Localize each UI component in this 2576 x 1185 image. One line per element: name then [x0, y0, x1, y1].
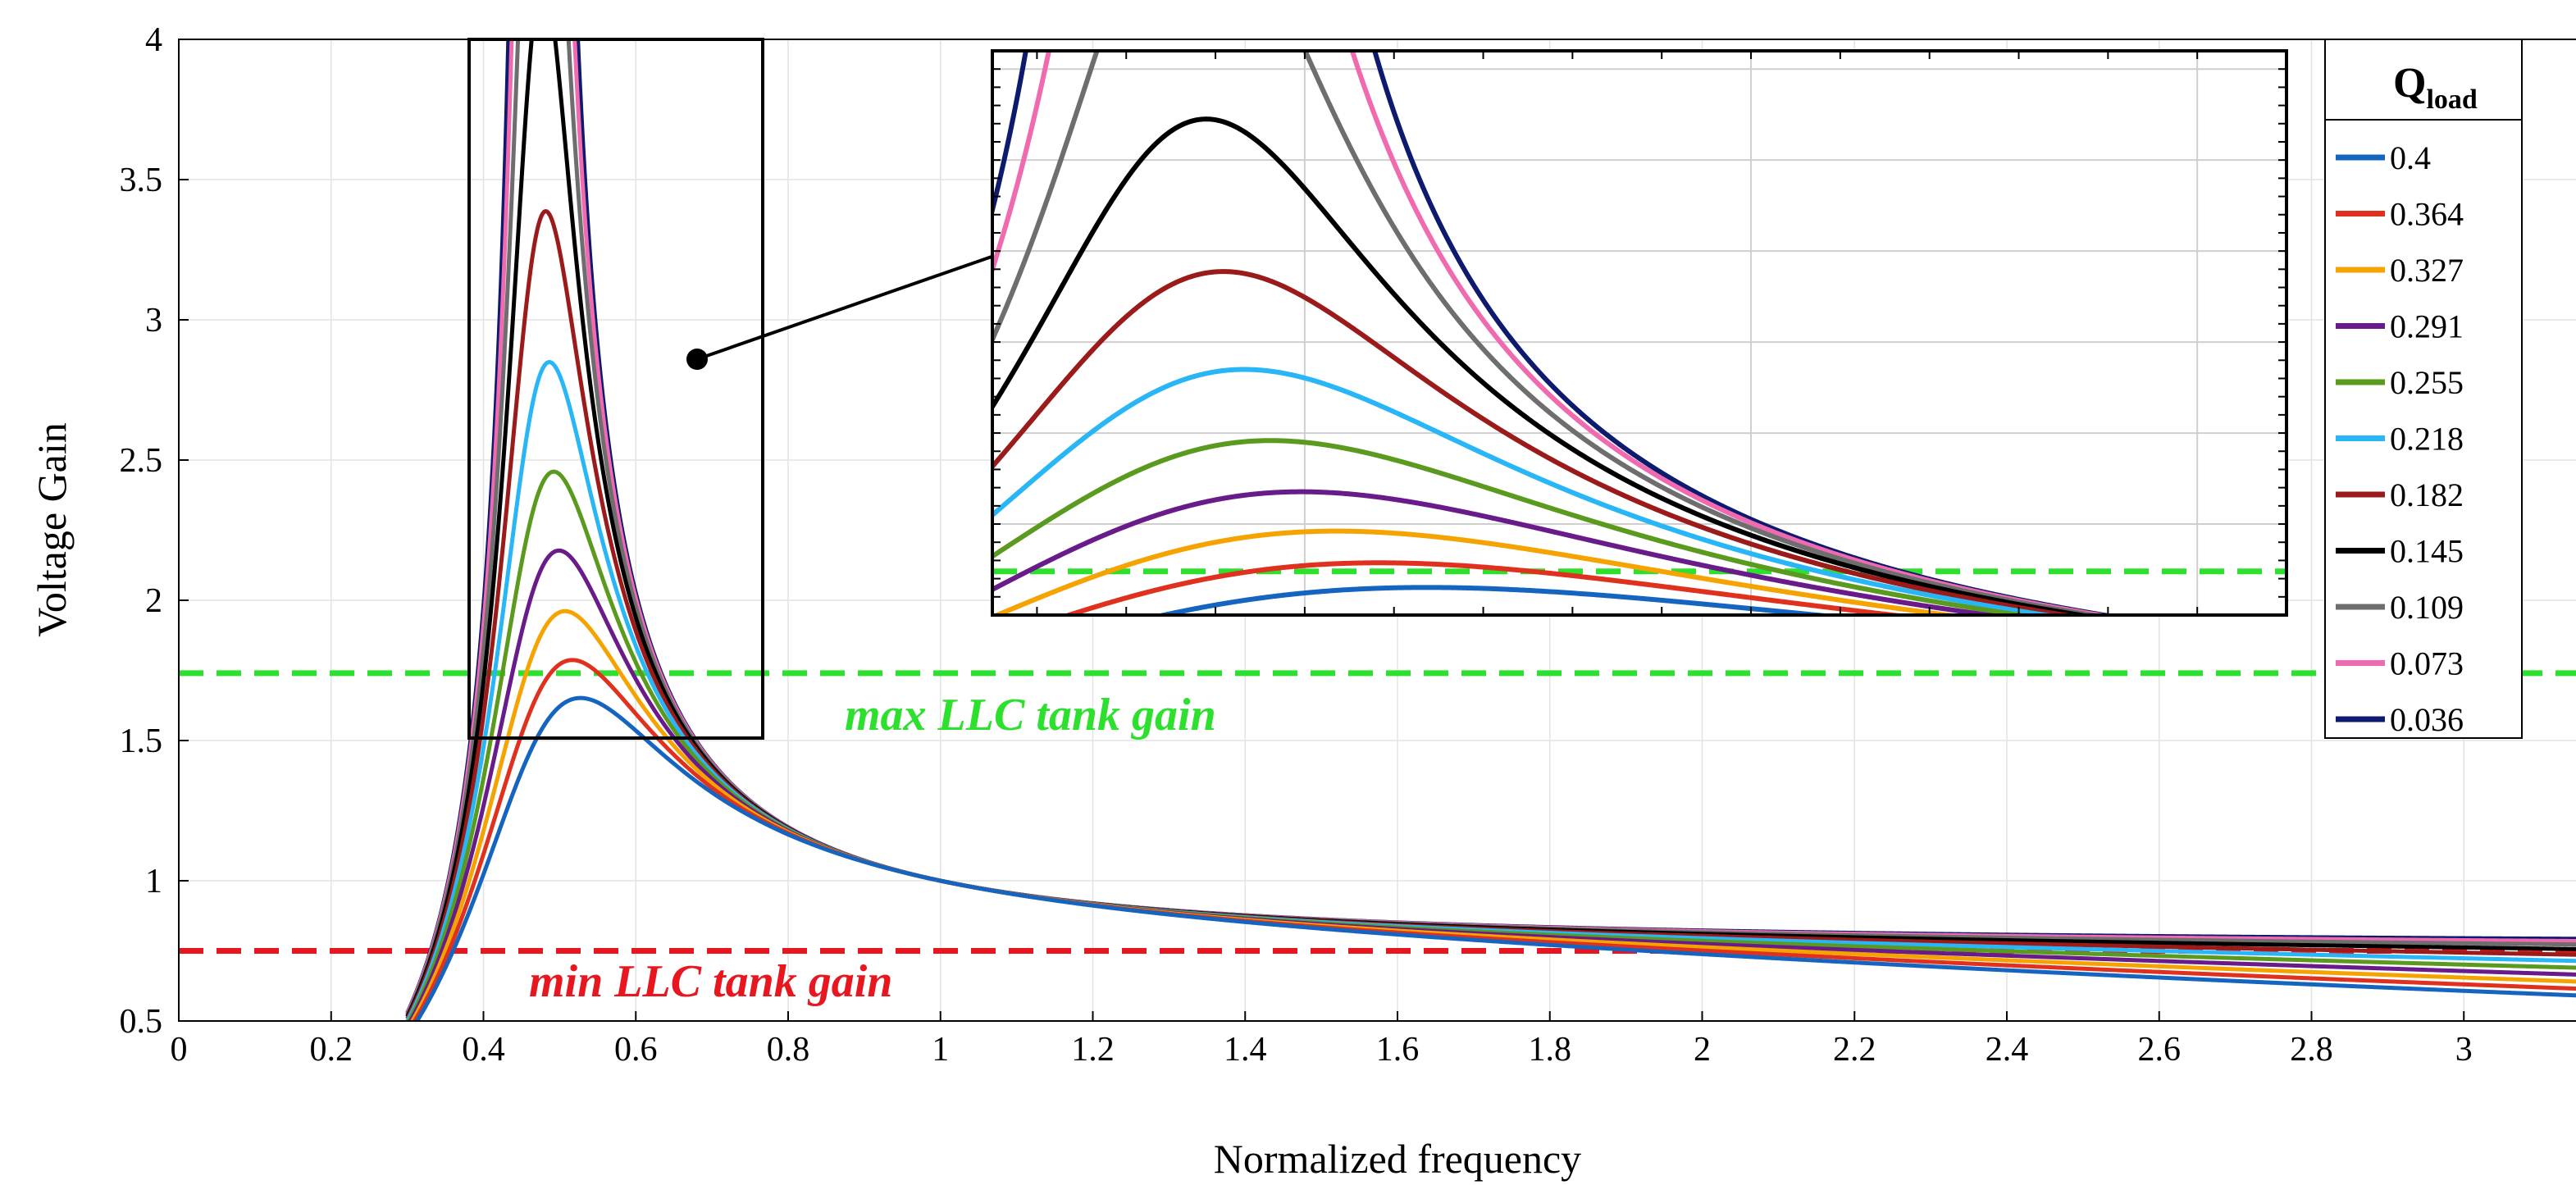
x-tick-label: 2.8: [2290, 1031, 2333, 1069]
x-tick-label: 3: [2455, 1031, 2473, 1069]
legend-label: 0.291: [2390, 308, 2464, 345]
x-tick-label: 0.4: [462, 1031, 505, 1069]
series-line: [414, 695, 2576, 1021]
reference-lines: [179, 670, 2576, 954]
x-tick-label: 0.8: [767, 1031, 810, 1069]
y-tick-label: 2.5: [120, 442, 163, 480]
inset-series-line: [992, 528, 1967, 615]
y-tick-label: 3: [145, 302, 162, 340]
zoom-pointer-dot: [686, 349, 708, 370]
legend-label: 0.4: [2390, 139, 2431, 176]
y-tick-label: 3.5: [120, 162, 163, 199]
inset-series-line: [992, 116, 2096, 615]
zoom-inset: [991, 49, 2288, 617]
y-axis-title: Voltage Gain: [29, 422, 75, 637]
inset-background: [992, 51, 2286, 615]
x-tick-label: 0: [171, 1031, 188, 1069]
inset-series-line: [1060, 560, 1914, 615]
inset-series-line: [1152, 585, 1843, 615]
legend-label: 0.218: [2390, 421, 2464, 458]
inset-series-line: [992, 51, 2107, 615]
y-tick-label: 1: [145, 863, 162, 900]
zoom-region-box: [467, 38, 764, 740]
max-gain-label: max LLC tank gain: [845, 690, 1216, 741]
min-gain-label: min LLC tank gain: [529, 956, 892, 1007]
legend-title-sub: load: [2426, 84, 2477, 115]
inset-series-line: [992, 489, 2006, 615]
y-tick-label: 1.5: [120, 722, 163, 760]
legend-label: 0.036: [2390, 701, 2464, 738]
inset-series-line: [992, 367, 2062, 615]
x-tick-label: 1.6: [1376, 1031, 1420, 1069]
x-tick-label: 0.2: [310, 1031, 353, 1069]
y-tick-label: 2: [145, 582, 162, 620]
legend-label: 0.364: [2390, 196, 2464, 233]
zoom-pointer-line: [696, 254, 995, 361]
inset-frame: [991, 49, 2288, 617]
x-tick-label: 2.4: [1986, 1031, 2029, 1069]
legend-label: 0.109: [2390, 589, 2464, 626]
legend-label: 0.255: [2390, 364, 2464, 401]
legend-title-q: Q: [2393, 60, 2426, 107]
legend-label: 0.182: [2390, 476, 2464, 513]
legend-label: 0.073: [2390, 645, 2464, 682]
legend-label: 0.327: [2390, 252, 2464, 289]
x-tick-label: 2.2: [1833, 1031, 1876, 1069]
x-tick-label: 1.2: [1071, 1031, 1115, 1069]
x-tick-label: 0.6: [614, 1031, 658, 1069]
x-tick-label: 1.4: [1224, 1031, 1267, 1069]
inset-series-line: [992, 269, 2081, 615]
legend: Qload 0.40.3640.3270.2910.2550.2180.1820…: [2324, 39, 2523, 739]
axis-ticks: 0 0.2 0.4 0.6 0.8 1 1.2 1.4 1.6 1.8 2 2.2 2.4 2.6 2.8 3…: [120, 21, 2473, 1069]
legend-label: 0.145: [2390, 533, 2464, 570]
y-tick-label: 4: [145, 21, 162, 59]
inset-series-line: [992, 438, 2037, 615]
x-tick-label: 2.6: [2138, 1031, 2182, 1069]
series-layer: [405, 39, 2576, 1021]
x-tick-label: 2: [1694, 1031, 1711, 1069]
x-tick-label: 1.8: [1529, 1031, 1572, 1069]
legend-title: Qload: [2393, 60, 2478, 115]
x-axis-title: Normalized frequency: [1214, 1136, 1581, 1182]
x-tick-label: 1: [932, 1031, 949, 1069]
y-tick-label: 0.5: [120, 1003, 163, 1041]
legend-entries: 0.4 0.364 0.327 0.291 0.255 0.218 0.182 0.145 0.…: [2336, 139, 2464, 738]
inset-series-line: [992, 51, 2114, 615]
